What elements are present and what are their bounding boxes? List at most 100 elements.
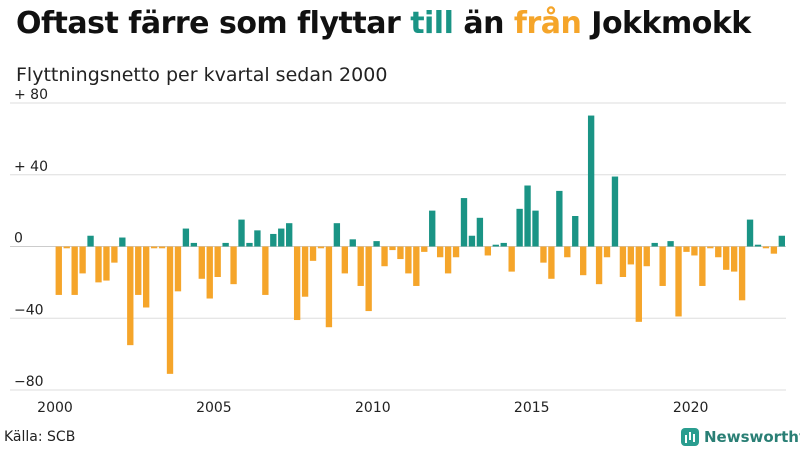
bar [619,246,627,277]
bar [222,242,229,247]
title-part-2: än [453,6,514,41]
bar [381,246,388,267]
bar [635,246,642,322]
bar [103,246,110,281]
title-part-1: Oftast färre som flyttar [16,6,411,41]
bar [206,246,213,299]
bar [595,246,603,285]
bar [723,246,730,270]
bar [143,246,150,308]
bar [627,246,635,265]
brand-logo[interactable]: Newsworthy [681,426,800,448]
bar [262,246,269,295]
bar [754,244,762,247]
chart-subtitle: Flyttningsnetto per kvartal sedan 2000 [16,64,388,86]
bar [715,246,722,258]
bar [508,246,515,272]
bar [214,246,221,277]
bar [572,216,579,247]
bar [341,246,348,274]
bar [190,242,198,247]
bar [349,239,356,247]
bar [492,244,499,247]
bar [524,185,531,247]
bar [444,246,452,274]
x-axis-labels: 2000 2005 2010 2015 2020 [37,400,708,416]
bar [87,235,94,247]
bar [365,246,372,312]
y-tick-label: −80 [14,374,44,390]
bar [580,246,587,276]
bar [238,219,245,247]
bar [166,246,174,374]
bar [317,246,325,249]
bar [270,233,277,247]
bar [643,246,650,267]
bars [55,115,785,374]
bar [230,246,237,285]
bar [246,242,253,247]
bar [55,246,62,295]
bar [778,235,785,247]
bar [564,246,571,258]
bar [476,217,484,247]
bar [730,246,738,272]
chart-title: Oftast färre som flyttar till än från Jo… [16,6,751,41]
bar [699,246,706,286]
bar [707,246,714,249]
bar [278,228,285,247]
bar [651,242,658,247]
bar [413,246,420,286]
bar [389,246,396,251]
x-tick-label: 2000 [37,400,73,416]
brand-name: Newsworthy [704,428,800,446]
bar [532,210,539,247]
y-tick-label: 0 [14,231,23,247]
title-word-till: till [410,6,454,41]
bar [500,242,507,247]
bar [436,246,444,258]
bar [111,246,118,263]
source-note: Källa: SCB [4,429,76,445]
bar [691,246,698,256]
bar [603,246,611,258]
bar [63,246,70,249]
bar-chart: + 80 + 40 0 −40 −80 2000 2005 2010 2015 2020 [10,87,786,416]
bar [659,246,666,286]
y-axis-labels: + 80 + 40 0 −40 −80 [14,87,48,390]
bar [293,246,301,321]
bar [405,246,412,274]
bar [174,246,182,292]
bar [158,246,166,249]
title-part-3: Jokkmokk [581,6,751,41]
bar [738,246,746,301]
bar [548,246,555,279]
bar [357,246,364,286]
bar [182,228,190,247]
bar [468,235,476,247]
bar [556,190,563,247]
bar [540,246,547,263]
bar [373,241,380,247]
bar [452,246,460,258]
x-tick-label: 2010 [355,400,391,416]
x-tick-label: 2015 [514,400,550,416]
bar [301,246,309,297]
bar [484,246,492,256]
bar [333,223,341,247]
bar [667,241,674,247]
y-tick-label: + 80 [14,87,48,103]
bar [611,176,619,247]
bar [675,246,682,317]
x-tick-label: 2005 [196,400,232,416]
bar [127,246,134,346]
bar [762,246,770,249]
bar [746,219,754,247]
title-word-fran: från [513,6,582,41]
bar [325,246,333,328]
bar [309,246,317,261]
bar [95,246,102,283]
bar [460,198,468,247]
bar [429,210,436,247]
bar [71,246,78,295]
